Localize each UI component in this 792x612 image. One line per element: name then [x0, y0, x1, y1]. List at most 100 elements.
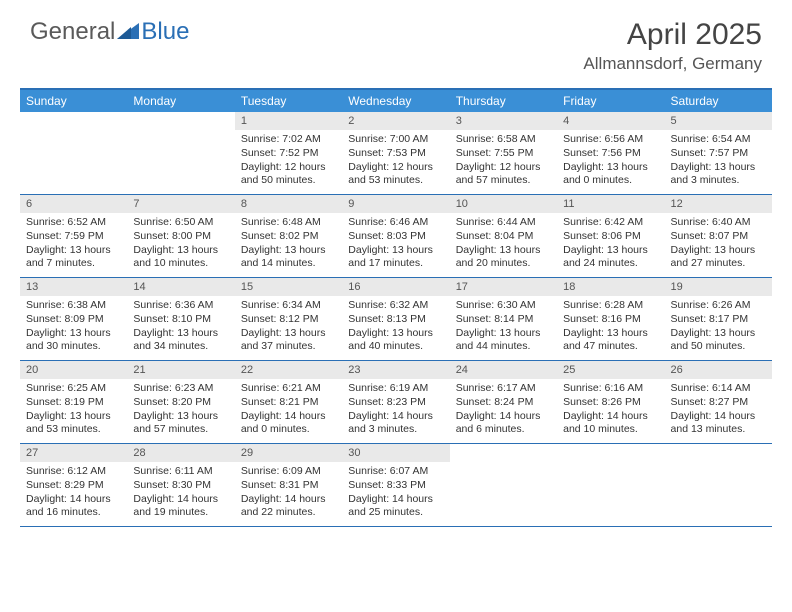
day-cell: 4Sunrise: 6:56 AMSunset: 7:56 PMDaylight…: [557, 112, 664, 194]
day-cell: 23Sunrise: 6:19 AMSunset: 8:23 PMDayligh…: [342, 361, 449, 443]
sunset-text: Sunset: 8:17 PM: [671, 313, 766, 327]
day-number: 27: [20, 444, 127, 462]
day-cell: 15Sunrise: 6:34 AMSunset: 8:12 PMDayligh…: [235, 278, 342, 360]
sunset-text: Sunset: 8:00 PM: [133, 230, 228, 244]
day-number: 23: [342, 361, 449, 379]
day-number: 12: [665, 195, 772, 213]
day-number: 15: [235, 278, 342, 296]
day-cell: 20Sunrise: 6:25 AMSunset: 8:19 PMDayligh…: [20, 361, 127, 443]
day-body: Sunrise: 6:25 AMSunset: 8:19 PMDaylight:…: [20, 379, 127, 441]
daylight-text: Daylight: 13 hours and 53 minutes.: [26, 410, 121, 437]
day-cell: 26Sunrise: 6:14 AMSunset: 8:27 PMDayligh…: [665, 361, 772, 443]
sunset-text: Sunset: 8:27 PM: [671, 396, 766, 410]
sunset-text: Sunset: 8:24 PM: [456, 396, 551, 410]
day-body: Sunrise: 6:21 AMSunset: 8:21 PMDaylight:…: [235, 379, 342, 441]
week-row: 6Sunrise: 6:52 AMSunset: 7:59 PMDaylight…: [20, 195, 772, 278]
weekday-header: Friday: [557, 90, 664, 112]
sunset-text: Sunset: 8:14 PM: [456, 313, 551, 327]
week-row: 1Sunrise: 7:02 AMSunset: 7:52 PMDaylight…: [20, 112, 772, 195]
daylight-text: Daylight: 13 hours and 30 minutes.: [26, 327, 121, 354]
daylight-text: Daylight: 13 hours and 0 minutes.: [563, 161, 658, 188]
day-body: Sunrise: 6:12 AMSunset: 8:29 PMDaylight:…: [20, 462, 127, 524]
day-number: 21: [127, 361, 234, 379]
sunrise-text: Sunrise: 6:56 AM: [563, 133, 658, 147]
weekday-header: Saturday: [665, 90, 772, 112]
sunrise-text: Sunrise: 6:54 AM: [671, 133, 766, 147]
day-body: Sunrise: 6:17 AMSunset: 8:24 PMDaylight:…: [450, 379, 557, 441]
day-body: Sunrise: 6:26 AMSunset: 8:17 PMDaylight:…: [665, 296, 772, 358]
day-number: 19: [665, 278, 772, 296]
sunset-text: Sunset: 8:09 PM: [26, 313, 121, 327]
day-number: 1: [235, 112, 342, 130]
week-row: 13Sunrise: 6:38 AMSunset: 8:09 PMDayligh…: [20, 278, 772, 361]
sunrise-text: Sunrise: 6:12 AM: [26, 465, 121, 479]
day-body: Sunrise: 6:44 AMSunset: 8:04 PMDaylight:…: [450, 213, 557, 275]
day-body: Sunrise: 6:28 AMSunset: 8:16 PMDaylight:…: [557, 296, 664, 358]
sunset-text: Sunset: 7:53 PM: [348, 147, 443, 161]
sunset-text: Sunset: 8:07 PM: [671, 230, 766, 244]
sunset-text: Sunset: 8:16 PM: [563, 313, 658, 327]
logo-text-general: General: [30, 18, 115, 46]
day-cell: 16Sunrise: 6:32 AMSunset: 8:13 PMDayligh…: [342, 278, 449, 360]
daylight-text: Daylight: 14 hours and 6 minutes.: [456, 410, 551, 437]
sunrise-text: Sunrise: 6:11 AM: [133, 465, 228, 479]
day-cell: 3Sunrise: 6:58 AMSunset: 7:55 PMDaylight…: [450, 112, 557, 194]
sunrise-text: Sunrise: 6:23 AM: [133, 382, 228, 396]
sunset-text: Sunset: 7:55 PM: [456, 147, 551, 161]
day-cell: [20, 112, 127, 194]
day-body: Sunrise: 6:58 AMSunset: 7:55 PMDaylight:…: [450, 130, 557, 192]
sunset-text: Sunset: 8:04 PM: [456, 230, 551, 244]
day-number: 17: [450, 278, 557, 296]
header: General Blue April 2025 Allmannsdorf, Ge…: [0, 0, 792, 82]
day-cell: 30Sunrise: 6:07 AMSunset: 8:33 PMDayligh…: [342, 444, 449, 526]
day-cell: 1Sunrise: 7:02 AMSunset: 7:52 PMDaylight…: [235, 112, 342, 194]
day-cell: 25Sunrise: 6:16 AMSunset: 8:26 PMDayligh…: [557, 361, 664, 443]
day-number: 7: [127, 195, 234, 213]
sunset-text: Sunset: 7:52 PM: [241, 147, 336, 161]
sunrise-text: Sunrise: 6:21 AM: [241, 382, 336, 396]
daylight-text: Daylight: 13 hours and 10 minutes.: [133, 244, 228, 271]
day-cell: 24Sunrise: 6:17 AMSunset: 8:24 PMDayligh…: [450, 361, 557, 443]
day-body: Sunrise: 6:14 AMSunset: 8:27 PMDaylight:…: [665, 379, 772, 441]
day-number: 2: [342, 112, 449, 130]
calendar: SundayMondayTuesdayWednesdayThursdayFrid…: [20, 88, 772, 527]
day-body: Sunrise: 6:23 AMSunset: 8:20 PMDaylight:…: [127, 379, 234, 441]
sunset-text: Sunset: 8:29 PM: [26, 479, 121, 493]
day-number: 6: [20, 195, 127, 213]
day-cell: 14Sunrise: 6:36 AMSunset: 8:10 PMDayligh…: [127, 278, 234, 360]
day-number: 18: [557, 278, 664, 296]
daylight-text: Daylight: 13 hours and 27 minutes.: [671, 244, 766, 271]
day-cell: [665, 444, 772, 526]
daylight-text: Daylight: 13 hours and 47 minutes.: [563, 327, 658, 354]
day-number: 13: [20, 278, 127, 296]
day-cell: 5Sunrise: 6:54 AMSunset: 7:57 PMDaylight…: [665, 112, 772, 194]
weekday-header: Sunday: [20, 90, 127, 112]
day-number: 8: [235, 195, 342, 213]
day-cell: 29Sunrise: 6:09 AMSunset: 8:31 PMDayligh…: [235, 444, 342, 526]
daylight-text: Daylight: 12 hours and 53 minutes.: [348, 161, 443, 188]
location-label: Allmannsdorf, Germany: [583, 54, 762, 74]
daylight-text: Daylight: 14 hours and 25 minutes.: [348, 493, 443, 520]
sunset-text: Sunset: 8:06 PM: [563, 230, 658, 244]
weekday-header: Monday: [127, 90, 234, 112]
sunrise-text: Sunrise: 6:19 AM: [348, 382, 443, 396]
day-cell: [127, 112, 234, 194]
day-body: Sunrise: 6:46 AMSunset: 8:03 PMDaylight:…: [342, 213, 449, 275]
day-cell: [557, 444, 664, 526]
sunrise-text: Sunrise: 6:30 AM: [456, 299, 551, 313]
day-body: Sunrise: 6:09 AMSunset: 8:31 PMDaylight:…: [235, 462, 342, 524]
weekday-header: Wednesday: [342, 90, 449, 112]
day-number: 10: [450, 195, 557, 213]
day-number: 11: [557, 195, 664, 213]
sunrise-text: Sunrise: 6:28 AM: [563, 299, 658, 313]
logo-text-blue: Blue: [141, 18, 189, 46]
sunset-text: Sunset: 8:21 PM: [241, 396, 336, 410]
day-number: 22: [235, 361, 342, 379]
day-cell: 22Sunrise: 6:21 AMSunset: 8:21 PMDayligh…: [235, 361, 342, 443]
day-body: Sunrise: 6:11 AMSunset: 8:30 PMDaylight:…: [127, 462, 234, 524]
sunset-text: Sunset: 8:10 PM: [133, 313, 228, 327]
day-body: Sunrise: 6:42 AMSunset: 8:06 PMDaylight:…: [557, 213, 664, 275]
day-number: 24: [450, 361, 557, 379]
day-cell: 21Sunrise: 6:23 AMSunset: 8:20 PMDayligh…: [127, 361, 234, 443]
day-body: Sunrise: 6:40 AMSunset: 8:07 PMDaylight:…: [665, 213, 772, 275]
